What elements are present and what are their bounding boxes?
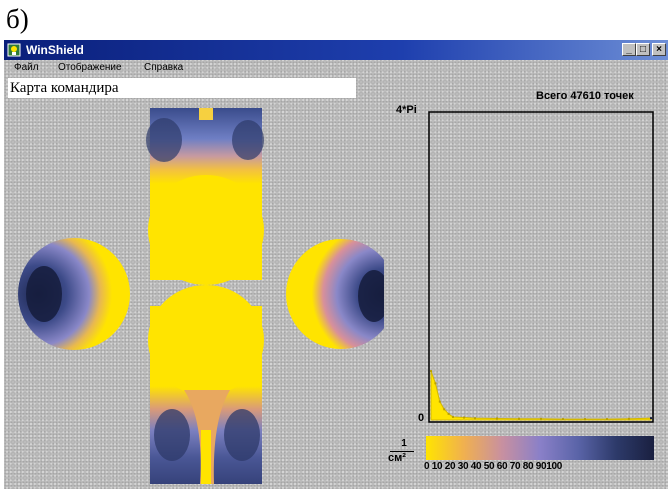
histogram-point — [518, 417, 520, 420]
map-right-disc — [286, 239, 384, 349]
app-window: WinShield _ □ × Файл Отображение Справка… — [4, 40, 668, 489]
histogram-point — [438, 400, 441, 403]
histogram-point — [447, 412, 450, 415]
menu-view[interactable]: Отображение — [58, 62, 122, 73]
total-points-label: Всего 47610 точек — [536, 90, 634, 102]
map-bottom-panel — [148, 285, 264, 484]
menu-file[interactable]: Файл — [14, 62, 39, 73]
histogram-point — [628, 417, 630, 420]
histogram-point — [496, 417, 498, 420]
histogram-chart — [428, 111, 654, 423]
app-icon — [7, 43, 21, 57]
menu-help[interactable]: Справка — [144, 62, 184, 73]
maximize-icon: □ — [639, 44, 647, 55]
color-scale-ticks: 0 10 20 30 40 50 60 70 80 90100 — [424, 461, 563, 472]
unit-numerator: 1 — [401, 438, 407, 449]
histogram-point — [540, 417, 542, 420]
close-button[interactable]: × — [652, 43, 666, 56]
unit-divider — [390, 451, 414, 452]
histogram-point — [443, 408, 446, 411]
close-icon: × — [656, 44, 662, 55]
histogram-point — [434, 382, 437, 385]
map-top-panel — [146, 108, 264, 285]
color-scale-bar — [426, 436, 654, 460]
histogram-point — [562, 418, 564, 421]
map-left-disc — [18, 238, 130, 350]
y-min-label: 0 — [418, 412, 425, 424]
figure-label: б) — [6, 4, 29, 34]
histogram-point — [452, 415, 454, 418]
histogram-point — [650, 417, 652, 420]
histogram-point — [463, 416, 465, 419]
menu-bar: Файл Отображение Справка — [4, 60, 668, 76]
histogram-point — [474, 417, 476, 420]
map-name-field: Карта командира — [8, 78, 356, 98]
window-title: WinShield — [26, 43, 84, 57]
minimize-button[interactable]: _ — [622, 43, 636, 56]
y-max-label: 4*Pi — [396, 104, 417, 116]
plot-frame — [428, 111, 654, 423]
histogram-area — [430, 370, 652, 421]
histogram-point — [430, 370, 432, 373]
unit-denominator: см² — [388, 452, 406, 464]
minimize-icon: _ — [626, 44, 632, 55]
shield-map — [18, 108, 384, 484]
histogram-point — [606, 418, 608, 421]
title-bar[interactable]: WinShield _ □ × — [4, 40, 668, 60]
maximize-button[interactable]: □ — [636, 43, 650, 56]
histogram-point — [584, 418, 586, 421]
